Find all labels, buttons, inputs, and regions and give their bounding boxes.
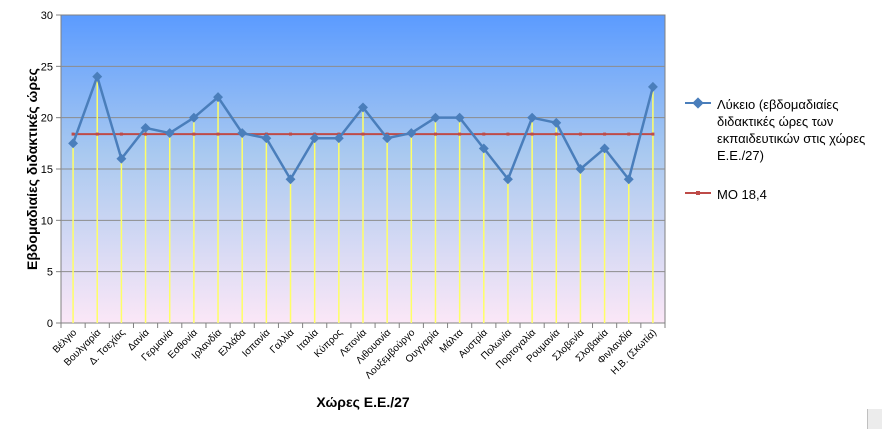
y-tick-label: 15 <box>41 164 53 176</box>
series <box>68 71 658 185</box>
y-tick-label: 20 <box>41 113 53 125</box>
y-tick-label: 30 <box>41 10 53 22</box>
data-point-lyceum <box>551 117 562 128</box>
data-point-lyceum <box>140 122 151 133</box>
data-point-lyceum <box>188 112 199 123</box>
legend-swatch-lyceum <box>683 96 713 110</box>
legend-swatch-mean <box>683 186 713 200</box>
data-point-mean <box>95 132 99 136</box>
data-point-mean <box>192 132 196 136</box>
data-point-mean <box>289 132 293 136</box>
data-point-lyceum <box>599 143 610 154</box>
data-point-lyceum <box>237 128 248 139</box>
data-point-mean <box>627 132 631 136</box>
sheet-corner <box>867 409 882 429</box>
data-point-mean <box>433 132 437 136</box>
data-point-lyceum <box>623 174 634 185</box>
y-tick-label: 5 <box>47 267 53 279</box>
data-point-mean <box>578 132 582 136</box>
data-point-lyceum <box>333 133 344 144</box>
data-point-lyceum <box>285 174 296 185</box>
legend: Λύκειο (εβδομαδιαίες διδακτικές ώρες των… <box>683 96 873 225</box>
data-point-mean <box>119 132 123 136</box>
y-tick-label: 0 <box>47 318 53 330</box>
data-point-lyceum <box>213 92 223 103</box>
data-point-mean <box>603 132 607 136</box>
y-tick-label: 25 <box>41 61 53 73</box>
data-point-lyceum <box>92 71 103 82</box>
data-point-mean <box>458 132 462 136</box>
legend-label-lyceum: Λύκειο (εβδομαδιαίες διδακτικές ώρες των… <box>717 97 866 163</box>
data-point-lyceum <box>478 143 489 154</box>
data-point-lyceum <box>647 81 658 92</box>
data-point-lyceum <box>116 153 127 164</box>
drop-lines <box>72 76 654 323</box>
data-point-lyceum <box>527 112 538 123</box>
y-axis: 0 5 10 15 20 25 30 <box>41 10 61 330</box>
legend-item-lyceum: Λύκειο (εβδομαδιαίες διδακτικές ώρες των… <box>683 96 873 164</box>
data-point-mean <box>530 132 534 136</box>
data-point-lyceum <box>406 128 417 139</box>
data-point-lyceum <box>68 138 79 149</box>
data-point-lyceum <box>382 133 393 144</box>
data-point-lyceum <box>503 174 513 185</box>
data-point-mean <box>651 132 655 136</box>
data-point-mean <box>482 132 486 136</box>
x-axis-title: Χώρες Ε.Ε./27 <box>316 394 410 410</box>
legend-item-mean: ΜΟ 18,4 <box>683 186 873 203</box>
y-axis-title: Εβδομαδιαίες διδακτικές ώρες <box>24 68 40 270</box>
data-point-lyceum <box>309 133 320 144</box>
data-point-mean <box>506 132 510 136</box>
data-point-mean <box>144 132 148 136</box>
data-point-lyceum <box>164 128 175 139</box>
data-point-mean <box>361 132 365 136</box>
data-point-mean <box>71 132 75 136</box>
x-tick-label: Γαλλία <box>267 326 296 355</box>
data-point-lyceum <box>575 164 586 174</box>
data-point-mean <box>554 132 558 136</box>
legend-label-mean: ΜΟ 18,4 <box>717 187 767 202</box>
y-tick-label: 10 <box>41 215 53 227</box>
data-point-lyceum <box>261 133 272 144</box>
data-point-mean <box>216 132 220 136</box>
